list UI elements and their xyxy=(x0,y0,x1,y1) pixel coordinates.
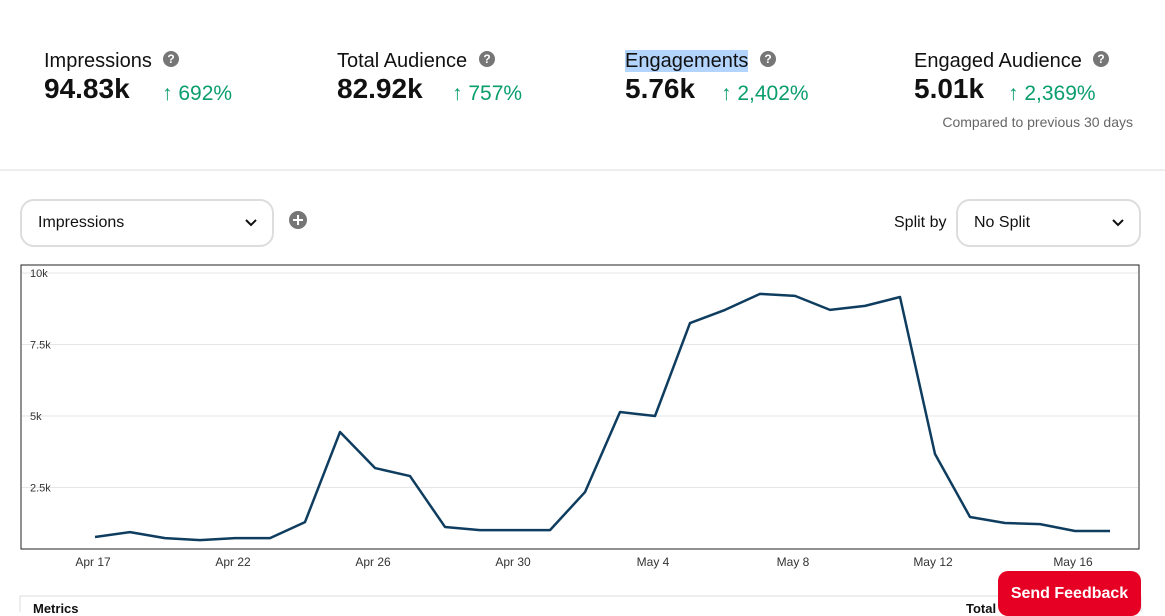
metric-value: 94.83k xyxy=(44,73,130,104)
x-tick-label: May 4 xyxy=(637,555,670,569)
help-icon[interactable]: ? xyxy=(478,50,496,68)
x-tick-label: May 8 xyxy=(777,555,810,569)
metric-title: Impressions xyxy=(44,50,152,72)
metric-value: 5.76k xyxy=(625,73,696,104)
x-tick-label: Apr 30 xyxy=(495,555,531,569)
metrics-table-frame xyxy=(19,595,1142,612)
data-line xyxy=(94,292,1110,542)
split-label: Split by xyxy=(894,214,947,231)
help-icon[interactable]: ? xyxy=(162,50,180,68)
metric-value: 5.01k xyxy=(914,73,985,104)
x-tick-label: Apr 17 xyxy=(75,555,111,569)
metric-change-text: 2,369% xyxy=(1024,82,1096,105)
send-feedback-button[interactable]: Send Feedback xyxy=(998,571,1141,616)
metric-card: Engaged Audience ? xyxy=(914,50,1110,73)
x-tick-label: Apr 22 xyxy=(215,555,251,569)
chevron xyxy=(1112,219,1124,227)
metric-card: Impressions ? xyxy=(44,50,180,73)
y-tick-label: 5k xyxy=(30,411,42,423)
metric-title: Engagements xyxy=(625,50,749,72)
split-dropdown[interactable]: No Split xyxy=(956,199,1141,247)
metric-change-text: 692% xyxy=(178,82,233,105)
metric-title: Total Audience xyxy=(337,50,468,72)
svg-text:?: ? xyxy=(168,52,175,66)
comparison-note: Compared to previous 30 days xyxy=(942,114,1133,130)
metric-change: ↑ 757% xyxy=(452,82,523,105)
metric-change: ↑ 2,369% xyxy=(1008,82,1096,105)
help-icon[interactable]: ? xyxy=(759,50,777,68)
dropdown-value: No Split xyxy=(974,214,1031,231)
button-label: Send Feedback xyxy=(1010,584,1129,602)
table-header: Total xyxy=(966,601,997,616)
metric-change-text: 2,402% xyxy=(737,82,809,105)
y-tick-label: 2.5k xyxy=(30,482,51,494)
metric-value: 82.92k xyxy=(337,73,423,104)
chevron xyxy=(245,219,257,227)
metric-change: ↑ 2,402% xyxy=(721,82,809,105)
x-tick-label: Apr 26 xyxy=(355,555,391,569)
y-tick-label: 10k xyxy=(30,268,48,280)
dropdown-value: Impressions xyxy=(38,214,125,231)
add-metric-button[interactable] xyxy=(288,210,308,230)
metric-change-text: 757% xyxy=(468,82,523,105)
x-tick-label: May 16 xyxy=(1053,555,1093,569)
metric-title: Engaged Audience xyxy=(914,50,1082,72)
svg-text:?: ? xyxy=(764,52,771,66)
metric-card: Total Audience ? xyxy=(337,50,496,73)
svg-text:?: ? xyxy=(483,52,490,66)
metric-dropdown[interactable]: Impressions xyxy=(20,199,274,247)
plot-frame xyxy=(20,264,1140,550)
help-icon[interactable]: ? xyxy=(1092,50,1110,68)
metric-change: ↑ 692% xyxy=(162,82,233,105)
y-tick-label: 7.5k xyxy=(30,339,51,351)
x-tick-label: May 12 xyxy=(913,555,953,569)
metric-card: Engagements ? xyxy=(625,50,777,73)
table-header: Metrics xyxy=(33,601,79,616)
svg-text:?: ? xyxy=(1098,52,1105,66)
